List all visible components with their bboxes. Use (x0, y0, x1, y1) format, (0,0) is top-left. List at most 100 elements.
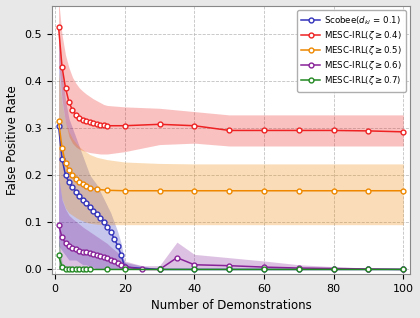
MESC-IRL($\zeta \geq 0.5$) (70, 173, 75, 177)
MESC-IRL($\zeta \geq 0.6$) (105, 256, 110, 260)
MESC-IRL($\zeta \geq 0.6$) (63, 241, 68, 245)
MESC-IRL($\zeta \geq 0.6$) (108, 258, 113, 262)
MESC-IRL($\zeta \geq 0.6$) (366, 267, 371, 271)
Scobee($d_{kl}$ = 0.1) (70, 185, 75, 189)
MESC-IRL($\zeta \geq 0.7$) (401, 267, 406, 271)
Scobee($d_{kl}$ = 0.1) (87, 205, 92, 209)
MESC-IRL($\zeta \geq 0.7$) (84, 267, 89, 271)
MESC-IRL($\zeta \geq 0.6$) (139, 267, 144, 271)
MESC-IRL($\zeta \geq 0.4$) (74, 113, 79, 117)
MESC-IRL($\zeta \geq 0.4$) (262, 128, 267, 132)
MESC-IRL($\zeta \geq 0.7$) (227, 267, 232, 271)
MESC-IRL($\zeta \geq 0.4$) (77, 116, 82, 120)
Scobee($d_{kl}$ = 0.1) (157, 267, 162, 271)
MESC-IRL($\zeta \geq 0.7$) (262, 267, 267, 271)
Scobee($d_{kl}$ = 0.1) (74, 190, 79, 194)
MESC-IRL($\zeta \geq 0.6$) (157, 267, 162, 271)
Scobee($d_{kl}$ = 0.1) (98, 216, 103, 219)
MESC-IRL($\zeta \geq 0.6$) (60, 236, 65, 239)
Scobee($d_{kl}$ = 0.1) (119, 253, 124, 257)
MESC-IRL($\zeta \geq 0.6$) (80, 250, 85, 253)
MESC-IRL($\zeta \geq 0.6$) (101, 255, 106, 259)
Scobee($d_{kl}$ = 0.1) (296, 267, 301, 271)
MESC-IRL($\zeta \geq 0.4$) (94, 122, 100, 126)
Scobee($d_{kl}$ = 0.1) (101, 220, 106, 224)
Scobee($d_{kl}$ = 0.1) (66, 180, 71, 184)
Scobee($d_{kl}$ = 0.1) (63, 173, 68, 177)
MESC-IRL($\zeta \geq 0.7$) (366, 267, 371, 271)
MESC-IRL($\zeta \geq 0.6$) (115, 261, 120, 265)
MESC-IRL($\zeta \geq 0.5$) (105, 188, 110, 192)
MESC-IRL($\zeta \geq 0.5$) (227, 189, 232, 193)
MESC-IRL($\zeta \geq 0.4$) (66, 100, 71, 104)
MESC-IRL($\zeta \geq 0.5$) (157, 189, 162, 193)
MESC-IRL($\zeta \geq 0.6$) (401, 267, 406, 271)
MESC-IRL($\zeta \geq 0.7$) (60, 265, 65, 269)
MESC-IRL($\zeta \geq 0.5$) (401, 189, 406, 193)
MESC-IRL($\zeta \geq 0.4$) (63, 86, 68, 90)
Scobee($d_{kl}$ = 0.1) (122, 265, 127, 269)
MESC-IRL($\zeta \geq 0.6$) (98, 254, 103, 258)
Scobee($d_{kl}$ = 0.1) (366, 267, 371, 271)
Line: MESC-IRL($\zeta \geq 0.7$): MESC-IRL($\zeta \geq 0.7$) (56, 253, 406, 272)
Scobee($d_{kl}$ = 0.1) (91, 209, 96, 212)
MESC-IRL($\zeta \geq 0.6$) (112, 259, 117, 263)
MESC-IRL($\zeta \geq 0.5$) (122, 189, 127, 193)
MESC-IRL($\zeta \geq 0.5$) (84, 184, 89, 188)
MESC-IRL($\zeta \geq 0.5$) (296, 189, 301, 193)
MESC-IRL($\zeta \geq 0.4$) (122, 124, 127, 128)
MESC-IRL($\zeta \geq 0.6$) (94, 253, 100, 257)
Scobee($d_{kl}$ = 0.1) (60, 157, 65, 161)
MESC-IRL($\zeta \geq 0.4$) (80, 118, 85, 121)
Line: MESC-IRL($\zeta \geq 0.4$): MESC-IRL($\zeta \geq 0.4$) (56, 24, 406, 134)
MESC-IRL($\zeta \geq 0.4$) (105, 124, 110, 128)
MESC-IRL($\zeta \geq 0.5$) (366, 189, 371, 193)
MESC-IRL($\zeta \geq 0.5$) (66, 169, 71, 172)
Legend: Scobee($d_{kl}$ = 0.1), MESC-IRL($\zeta \geq 0.4$), MESC-IRL($\zeta \geq 0.5$), : Scobee($d_{kl}$ = 0.1), MESC-IRL($\zeta … (297, 10, 406, 92)
MESC-IRL($\zeta \geq 0.4$) (91, 121, 96, 125)
MESC-IRL($\zeta \geq 0.5$) (77, 180, 82, 184)
Scobee($d_{kl}$ = 0.1) (227, 267, 232, 271)
MESC-IRL($\zeta \geq 0.4$) (98, 123, 103, 127)
MESC-IRL($\zeta \geq 0.4$) (157, 122, 162, 126)
MESC-IRL($\zeta \geq 0.6$) (174, 256, 179, 259)
X-axis label: Number of Demonstrations: Number of Demonstrations (150, 300, 311, 313)
Scobee($d_{kl}$ = 0.1) (108, 230, 113, 234)
Scobee($d_{kl}$ = 0.1) (262, 267, 267, 271)
MESC-IRL($\zeta \geq 0.5$) (80, 182, 85, 186)
Line: MESC-IRL($\zeta \geq 0.5$): MESC-IRL($\zeta \geq 0.5$) (56, 119, 406, 193)
Scobee($d_{kl}$ = 0.1) (77, 195, 82, 198)
MESC-IRL($\zeta \geq 0.4$) (331, 128, 336, 132)
Line: Scobee($d_{kl}$ = 0.1): Scobee($d_{kl}$ = 0.1) (56, 123, 406, 272)
Scobee($d_{kl}$ = 0.1) (94, 212, 100, 216)
Scobee($d_{kl}$ = 0.1) (84, 202, 89, 205)
MESC-IRL($\zeta \geq 0.4$) (296, 128, 301, 132)
MESC-IRL($\zeta \geq 0.6$) (296, 266, 301, 270)
MESC-IRL($\zeta \geq 0.4$) (227, 128, 232, 132)
MESC-IRL($\zeta \geq 0.7$) (87, 267, 92, 271)
MESC-IRL($\zeta \geq 0.7$) (77, 267, 82, 271)
MESC-IRL($\zeta \geq 0.5$) (192, 189, 197, 193)
Scobee($d_{kl}$ = 0.1) (331, 267, 336, 271)
MESC-IRL($\zeta \geq 0.6$) (331, 266, 336, 270)
MESC-IRL($\zeta \geq 0.6$) (66, 244, 71, 248)
MESC-IRL($\zeta \geq 0.7$) (63, 266, 68, 270)
MESC-IRL($\zeta \geq 0.6$) (74, 247, 79, 251)
MESC-IRL($\zeta \geq 0.5$) (63, 162, 68, 165)
Scobee($d_{kl}$ = 0.1) (401, 267, 406, 271)
MESC-IRL($\zeta \geq 0.5$) (60, 146, 65, 150)
MESC-IRL($\zeta \geq 0.4$) (84, 119, 89, 123)
Scobee($d_{kl}$ = 0.1) (80, 198, 85, 202)
MESC-IRL($\zeta \geq 0.5$) (94, 187, 100, 191)
MESC-IRL($\zeta \geq 0.6$) (87, 252, 92, 255)
MESC-IRL($\zeta \geq 0.7$) (70, 267, 75, 271)
Scobee($d_{kl}$ = 0.1) (115, 244, 120, 248)
Scobee($d_{kl}$ = 0.1) (112, 237, 117, 241)
MESC-IRL($\zeta \geq 0.6$) (227, 264, 232, 267)
MESC-IRL($\zeta \geq 0.5$) (262, 189, 267, 193)
MESC-IRL($\zeta \geq 0.4$) (192, 124, 197, 128)
MESC-IRL($\zeta \geq 0.4$) (401, 130, 406, 134)
MESC-IRL($\zeta \geq 0.6$) (192, 263, 197, 267)
MESC-IRL($\zeta \geq 0.7$) (157, 267, 162, 271)
MESC-IRL($\zeta \geq 0.7$) (192, 267, 197, 271)
